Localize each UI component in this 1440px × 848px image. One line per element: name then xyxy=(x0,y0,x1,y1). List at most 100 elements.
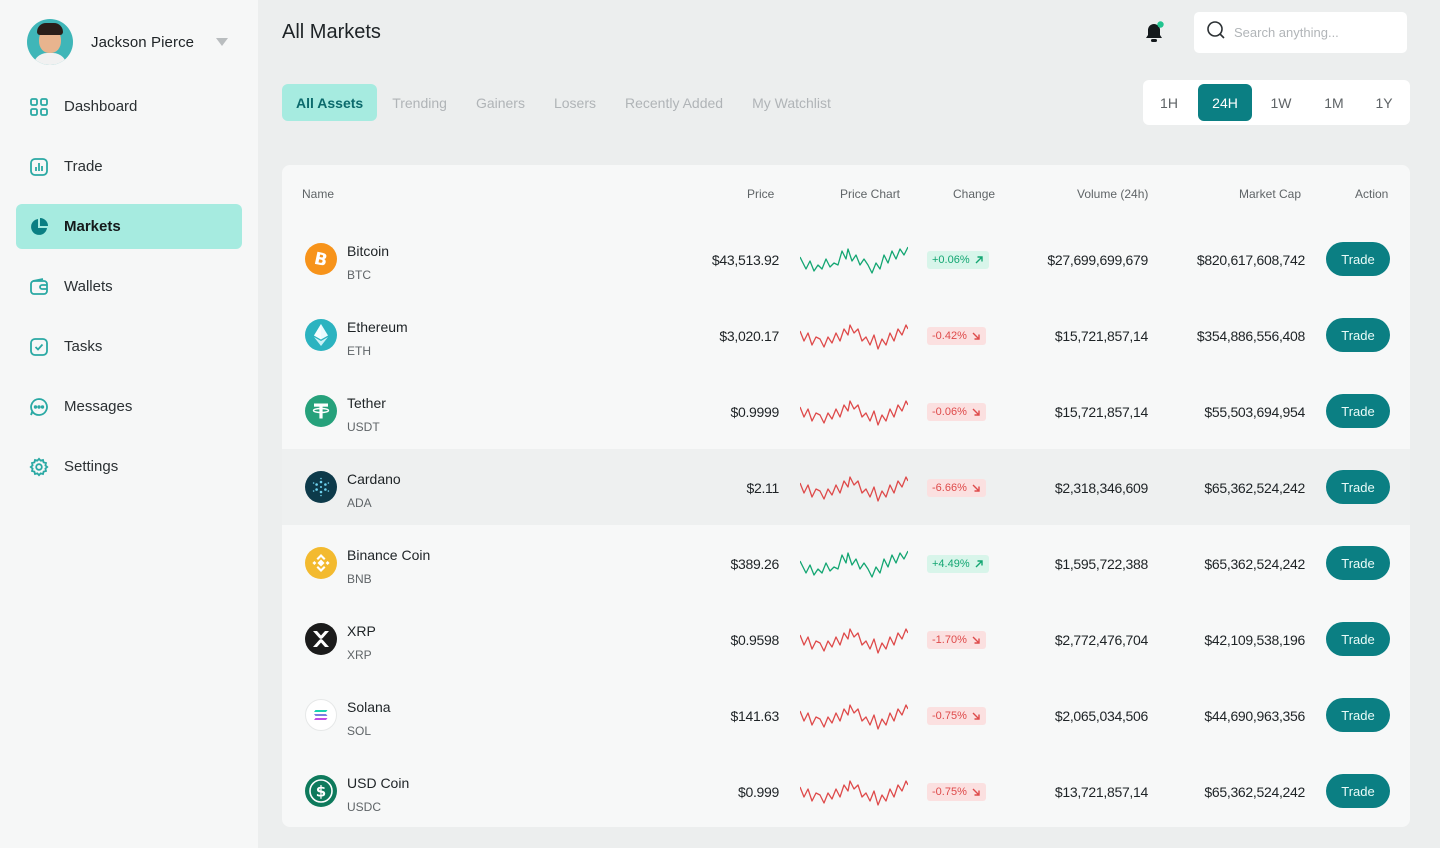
coin-name[interactable]: Tether xyxy=(347,395,386,411)
solana-icon xyxy=(305,699,337,731)
search-bar[interactable] xyxy=(1194,12,1407,53)
coin-price: $141.63 xyxy=(730,708,779,724)
sidebar-item-dashboard[interactable]: Dashboard xyxy=(16,84,242,129)
user-name: Jackson Pierce xyxy=(91,33,195,51)
coin-symbol: SOL xyxy=(347,724,372,738)
chevron-down-icon[interactable] xyxy=(216,38,228,46)
change-badge: +4.49% xyxy=(927,555,989,573)
coin-name[interactable]: XRP xyxy=(347,623,376,639)
sidebar-item-markets[interactable]: Markets xyxy=(16,204,242,249)
price-sparkline xyxy=(800,246,908,274)
sidebar: Jackson Pierce Dashboard Trade Markets xyxy=(0,0,258,848)
tab-gainers[interactable]: Gainers xyxy=(475,94,525,111)
sidebar-item-tasks[interactable]: Tasks xyxy=(16,324,242,369)
sidebar-item-settings[interactable]: Settings xyxy=(16,444,242,489)
header-name[interactable]: Name xyxy=(302,187,335,201)
arrow-down-right-icon xyxy=(972,788,980,796)
ethereum-icon xyxy=(305,319,337,351)
trade-button[interactable]: Trade xyxy=(1326,242,1390,276)
table-row[interactable]: Cardano ADA $2.11 -6.66% $2,318,346,609 … xyxy=(282,449,1410,525)
coin-price: $43,513.92 xyxy=(711,252,779,268)
change-value: -1.70% xyxy=(932,634,967,646)
coin-name[interactable]: Solana xyxy=(347,699,391,715)
timeframe-24h[interactable]: 24H xyxy=(1198,84,1252,121)
checkbox-icon xyxy=(29,337,49,357)
coin-price: $389.26 xyxy=(730,556,779,572)
coin-market-cap: $354,886,556,408 xyxy=(1196,328,1305,344)
coin-volume: $15,721,857,14 xyxy=(1054,404,1148,420)
tab-all-assets[interactable]: All Assets xyxy=(282,84,378,121)
trade-button[interactable]: Trade xyxy=(1326,318,1390,352)
svg-text:B: B xyxy=(312,249,329,271)
user-profile[interactable]: Jackson Pierce xyxy=(27,19,237,65)
change-value: -0.75% xyxy=(932,786,967,798)
sidebar-item-trade[interactable]: Trade xyxy=(16,144,242,189)
sidebar-item-label: Settings xyxy=(64,458,119,475)
coin-volume: $13,721,857,14 xyxy=(1054,784,1148,800)
trade-button[interactable]: Trade xyxy=(1326,470,1390,504)
pie-chart-icon xyxy=(29,217,49,237)
sidebar-item-messages[interactable]: Messages xyxy=(16,384,242,429)
change-badge: -0.06% xyxy=(927,403,986,421)
trade-button[interactable]: Trade xyxy=(1326,622,1390,656)
markets-table: Name Price Price Chart Change Volume (24… xyxy=(282,165,1410,827)
coin-symbol: USDC xyxy=(347,800,382,814)
table-row[interactable]: $ USD Coin USDC $0.999 -0.75% $13,721,85… xyxy=(282,753,1410,827)
sidebar-item-label: Dashboard xyxy=(64,98,138,115)
table-row[interactable]: XRP XRP $0.9598 -1.70% $2,772,476,704 $4… xyxy=(282,601,1410,677)
header-volume[interactable]: Volume (24h) xyxy=(1077,187,1149,201)
header-market-cap[interactable]: Market Cap xyxy=(1239,187,1302,201)
wallet-icon xyxy=(29,277,49,297)
tab-losers[interactable]: Losers xyxy=(553,94,596,111)
arrow-up-right-icon xyxy=(975,560,983,568)
sidebar-item-wallets[interactable]: Wallets xyxy=(16,264,242,309)
sidebar-item-label: Messages xyxy=(64,398,133,415)
tab-my-watchlist[interactable]: My Watchlist xyxy=(752,94,831,111)
coin-market-cap: $65,362,524,242 xyxy=(1204,784,1305,800)
coin-name[interactable]: Binance Coin xyxy=(347,547,431,563)
market-tabs: All Assets Trending Gainers Losers Recen… xyxy=(282,84,846,121)
change-value: -0.06% xyxy=(932,406,967,418)
sidebar-item-label: Wallets xyxy=(64,278,113,295)
timeframe-1h[interactable]: 1H xyxy=(1160,94,1178,111)
trade-button[interactable]: Trade xyxy=(1326,546,1390,580)
price-sparkline xyxy=(800,550,908,578)
table-row[interactable]: Solana SOL $141.63 -0.75% $2,065,034,506… xyxy=(282,677,1410,753)
timeframe-1y[interactable]: 1Y xyxy=(1375,94,1393,111)
header-action: Action xyxy=(1355,187,1389,201)
table-row[interactable]: Binance Coin BNB $389.26 +4.49% $1,595,7… xyxy=(282,525,1410,601)
price-sparkline xyxy=(800,704,908,730)
trade-button[interactable]: Trade xyxy=(1326,774,1390,808)
coin-name[interactable]: Ethereum xyxy=(347,319,408,335)
coin-name[interactable]: Bitcoin xyxy=(347,243,390,259)
bitcoin-icon: B xyxy=(305,243,337,275)
header-change[interactable]: Change xyxy=(953,187,996,201)
tab-trending[interactable]: Trending xyxy=(392,94,447,111)
table-row[interactable]: B Bitcoin BTC $43,513.92 +0.06% $27,699,… xyxy=(282,221,1410,297)
tab-recently-added[interactable]: Recently Added xyxy=(625,94,724,111)
coin-symbol: XRP xyxy=(347,648,372,662)
coin-price: $0.9999 xyxy=(730,404,779,420)
trade-button[interactable]: Trade xyxy=(1326,394,1390,428)
search-input[interactable] xyxy=(1234,25,1394,40)
header-price[interactable]: Price xyxy=(747,187,775,201)
coin-name[interactable]: Cardano xyxy=(347,471,401,487)
table-row[interactable]: Ethereum ETH $3,020.17 -0.42% $15,721,85… xyxy=(282,297,1410,373)
coin-symbol: ETH xyxy=(347,344,371,358)
coin-name[interactable]: USD Coin xyxy=(347,775,410,791)
page-title: All Markets xyxy=(282,21,381,43)
table-row[interactable]: Tether USDT $0.9999 -0.06% $15,721,857,1… xyxy=(282,373,1410,449)
price-sparkline xyxy=(800,780,908,806)
bell-icon[interactable] xyxy=(1141,20,1167,44)
arrow-down-right-icon xyxy=(972,712,980,720)
coin-volume: $15,721,857,14 xyxy=(1054,328,1148,344)
grid-icon xyxy=(29,97,49,117)
change-value: -0.42% xyxy=(932,330,967,342)
trade-button[interactable]: Trade xyxy=(1326,698,1390,732)
search-icon xyxy=(1206,20,1226,45)
timeframe-selector: 1H 24H 1W 1M 1Y xyxy=(1143,80,1410,125)
timeframe-1m[interactable]: 1M xyxy=(1324,94,1344,111)
sidebar-item-label: Markets xyxy=(64,218,121,235)
timeframe-1w[interactable]: 1W xyxy=(1270,94,1292,111)
change-value: +4.49% xyxy=(932,558,970,570)
